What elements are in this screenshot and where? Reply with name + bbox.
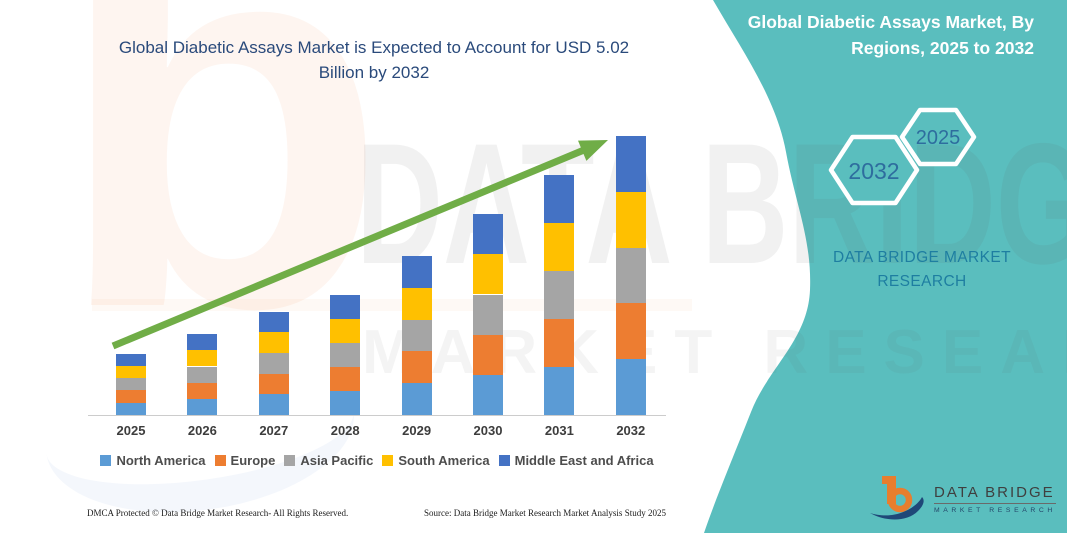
bar-2028-segment-middle-east-and-africa [330,295,361,319]
x-axis-label-2031: 2031 [544,423,574,438]
x-axis-label-2030: 2030 [473,423,503,438]
x-axis-label-2032: 2032 [616,423,646,438]
bar-2026-segment-middle-east-and-africa [187,334,218,351]
chart-legend: North America Europe Asia Pacific South Ame… [88,453,666,468]
x-axis-label-2029: 2029 [402,423,432,438]
legend-item-europe: Europe [214,453,276,468]
bar-2027-segment-europe [258,373,289,395]
legend-label: Asia Pacific [300,453,374,468]
bar-2027-segment-north-america [258,394,289,415]
hexagon-2032-label: 2032 [848,158,899,184]
side-panel-brand-text: DATA BRIDGE MARKET RESEARCH [832,249,1011,291]
legend-item-asia-pacific: Asia Pacific [284,453,373,468]
bar-2026-segment-north-america [187,398,218,415]
legend-swatch [284,455,296,466]
hexagon-2025: 2025 [899,107,977,167]
databridge-logo-text: DATA BRIDGE MARKET RESEARCH [934,484,1056,514]
bar-2026-segment-europe [187,382,218,399]
bar-2032-segment-middle-east-and-africa [615,136,646,192]
legend-swatch [214,455,226,466]
watermark-band [92,299,692,311]
side-panel-title: Global Diabetic Assays Market, By Region… [747,12,1034,59]
legend-item-north-america: North America [100,453,206,468]
bar-2026-segment-asia-pacific [187,366,218,383]
bar-2032-segment-europe [615,303,646,360]
bar-2032-segment-north-america [615,359,646,415]
bar-2028-segment-north-america [330,391,361,415]
hexagon-2032: 2032 [828,134,920,206]
bar-2025-segment-europe [116,390,146,403]
bar-2029-segment-europe [401,351,432,384]
bar-2027-segment-middle-east-and-africa [258,311,289,333]
bar-2028-segment-south-america [330,319,361,343]
bar-2030-segment-europe [473,334,503,375]
bar-2032-segment-asia-pacific [615,247,646,304]
legend-label: Middle East and Africa [514,453,654,468]
bar-2031-segment-middle-east-and-africa [544,175,575,224]
bar-2030-segment-north-america [473,374,503,415]
x-axis-label-2025: 2025 [116,423,146,438]
legend-label: South America [398,453,490,468]
footer-dmca: DMCA Protected © Data Bridge Market Rese… [87,508,349,518]
bar-2032-segment-south-america [615,191,646,248]
legend-swatch [100,455,112,466]
hexagon-2025-label: 2025 [916,127,961,149]
bar-2030-segment-middle-east-and-africa [473,214,503,255]
bar-2025-segment-asia-pacific [116,378,146,391]
logo-title: DATA BRIDGE [934,484,1055,501]
bar-2031-segment-europe [544,319,575,367]
bar-2029-segment-middle-east-and-africa [401,256,432,288]
legend-item-south-america: South America [382,453,490,468]
legend-swatch [382,455,394,466]
chart-title: Global Diabetic Assays Market is Expecte… [118,38,630,82]
bar-2025-segment-north-america [116,402,146,415]
bar-2026-segment-south-america [187,350,218,367]
bar-2030-segment-south-america [473,254,503,295]
x-axis-label-2027: 2027 [259,423,289,438]
legend-label: Europe [230,453,276,468]
logo-subtitle: MARKET RESEARCH [934,507,1056,514]
bar-2031-segment-south-america [544,223,575,271]
logo-rule [934,503,1056,504]
legend-label: North America [116,453,206,468]
bar-2031-segment-asia-pacific [544,271,575,319]
legend-swatch [498,455,510,466]
bar-2029-segment-north-america [401,383,432,415]
bar-2028-segment-asia-pacific [330,343,361,367]
x-axis-line [88,415,666,416]
footer-source: Source: Data Bridge Market Research Mark… [424,508,666,518]
databridge-logo: DATA BRIDGE MARKET RESEARCH [868,473,1056,525]
databridge-logo-mark [870,476,924,520]
bar-2031-segment-north-america [544,367,575,415]
legend-item-middle-east-and-africa: Middle East and Africa [498,453,654,468]
bar-2027-segment-asia-pacific [258,353,289,374]
bar-2029-segment-south-america [401,287,432,320]
x-axis-label-2028: 2028 [330,423,360,438]
x-axis-label-2026: 2026 [187,423,217,438]
bar-2025-segment-middle-east-and-africa [116,353,146,366]
bar-2030-segment-asia-pacific [473,294,503,335]
bar-2028-segment-europe [330,367,361,391]
bar-2025-segment-south-america [116,365,146,379]
bar-2027-segment-south-america [258,332,289,353]
bar-2029-segment-asia-pacific [401,319,432,352]
